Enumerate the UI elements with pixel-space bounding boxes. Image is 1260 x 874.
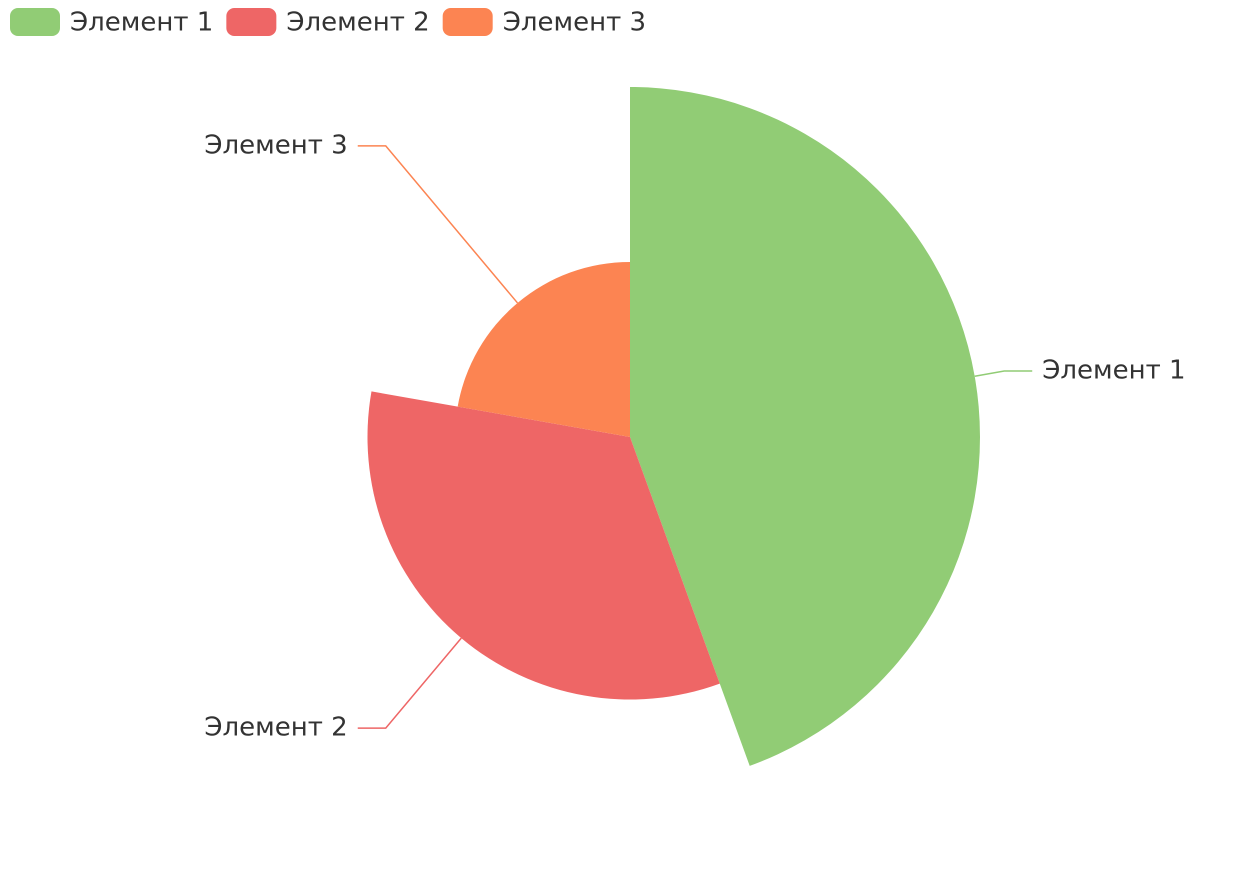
slice-label: Элемент 3 bbox=[204, 130, 347, 160]
label-line bbox=[357, 637, 462, 729]
label-line bbox=[974, 370, 1033, 377]
label-line bbox=[357, 145, 519, 304]
legend-label[interactable]: Элемент 1 bbox=[70, 8, 213, 38]
legend-label[interactable]: Элемент 3 bbox=[503, 8, 646, 38]
legend-swatch[interactable] bbox=[442, 8, 493, 36]
slice-label: Элемент 2 bbox=[204, 713, 347, 743]
rose-sector bbox=[367, 391, 720, 700]
legend-label[interactable]: Элемент 2 bbox=[286, 8, 429, 38]
legend-swatch[interactable] bbox=[10, 8, 60, 36]
slice-label: Элемент 1 bbox=[1042, 356, 1185, 386]
rose-sector bbox=[457, 262, 630, 437]
legend-swatch[interactable] bbox=[226, 8, 277, 36]
rose-sector bbox=[630, 87, 980, 766]
